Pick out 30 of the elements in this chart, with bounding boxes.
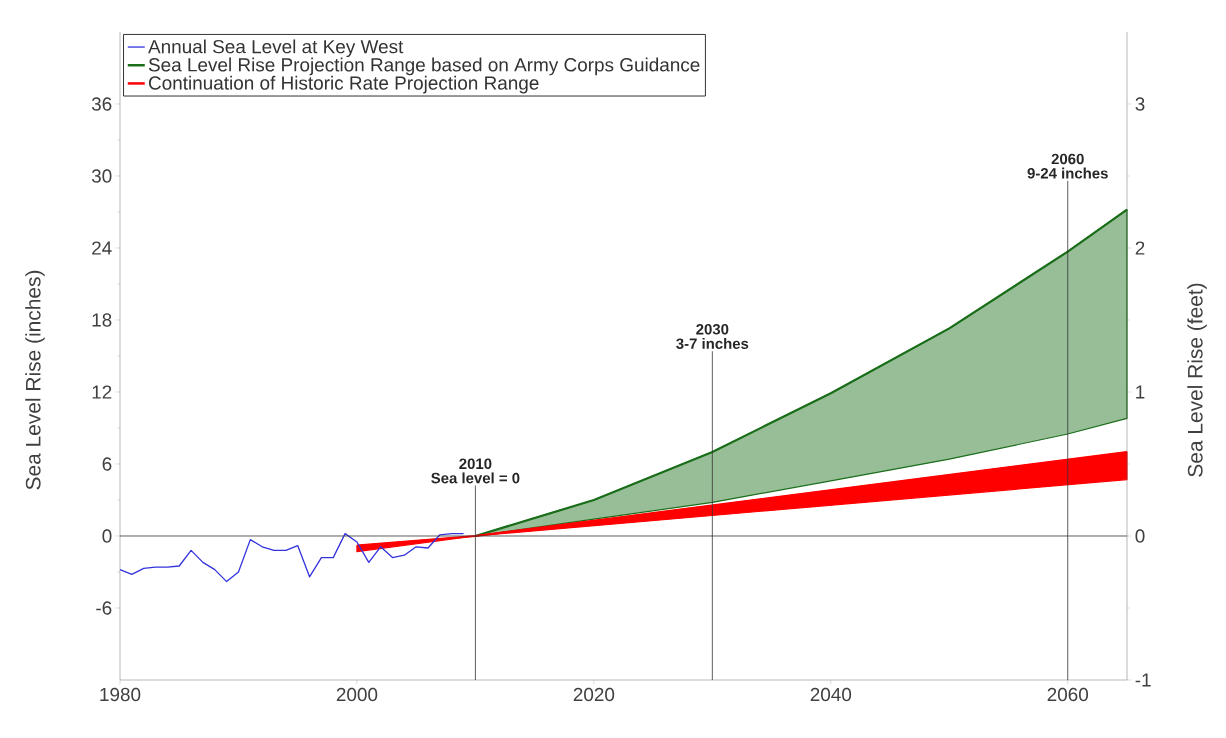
x-tick-label: 1980	[100, 687, 141, 702]
y-tick-label: 0	[102, 529, 112, 543]
ref-line-label: 2060	[1051, 153, 1084, 165]
y2-tick-label: 1	[1136, 385, 1145, 399]
y2-tick-label: 3	[1135, 97, 1145, 111]
annotation: Sea level = 0	[431, 472, 520, 484]
x-tick-label: 2020	[573, 687, 615, 702]
legend-label: Sea Level Rise Projection Range based on Army Corps Guidance	[148, 57, 700, 76]
y-tick-label: 36	[91, 97, 112, 111]
y2-axis-title: Sea Level Rise (feet)	[1187, 283, 1207, 477]
y-tick-label: 30	[91, 169, 112, 183]
x-tick-label: 2060	[1047, 687, 1089, 702]
y-tick-label: -6	[96, 601, 112, 615]
y-tick-label: 18	[92, 313, 112, 327]
legend-label: Continuation of Historic Rate Projection Range	[148, 75, 539, 94]
y2-tick-label: 0	[1135, 529, 1145, 543]
y-tick-label: 6	[102, 457, 112, 471]
y-tick-label: 12	[92, 385, 112, 399]
y-axis-title: Sea Level Rise (inches)	[25, 270, 45, 490]
ref-line-label: 2010	[459, 458, 492, 470]
annotation: 9-24 inches	[1027, 167, 1108, 179]
y-tick-label: 24	[92, 241, 112, 255]
y2-tick-label: -1	[1135, 673, 1151, 687]
legend-label: Annual Sea Level at Key West	[148, 39, 404, 58]
x-tick-label: 2040	[810, 687, 852, 702]
line-series	[119, 532, 465, 583]
annotation: 3-7 inches	[676, 338, 749, 349]
x-tick-label: 2000	[336, 687, 378, 702]
y2-tick-label: 2	[1135, 241, 1145, 255]
ref-line-label: 2030	[696, 324, 729, 335]
